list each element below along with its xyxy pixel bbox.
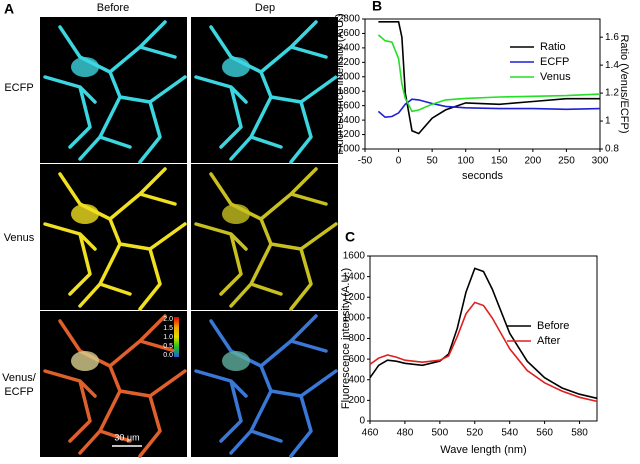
x-tick-label: 460: [362, 428, 379, 439]
y2-axis-title: Ratio (Venus/ECFP): [618, 34, 630, 133]
cell-body: [71, 204, 99, 224]
micrograph: [191, 17, 338, 164]
y-tick-label: 1000: [343, 313, 366, 324]
row-label: Venus: [4, 232, 35, 244]
y-axis-title: Fluorescence intensity (A.U.): [340, 268, 352, 409]
x-tick-label: 500: [432, 428, 449, 439]
column-label: Dep: [255, 2, 275, 14]
y-tick-label: 1800: [338, 86, 361, 97]
x-tick-label: 480: [397, 428, 414, 439]
y-tick-label: 400: [348, 374, 365, 385]
y2-tick-label: 1.4: [605, 60, 619, 71]
x-tick-label: -50: [358, 156, 373, 167]
panel-label: C: [345, 229, 355, 245]
dendrite: [194, 20, 338, 164]
image-background: [191, 311, 338, 457]
dendrite: [43, 20, 187, 164]
cell-body: [222, 57, 250, 77]
x-tick-label: 300: [592, 156, 609, 167]
y2-tick-label: 1.2: [605, 88, 619, 99]
y-tick-label: 1200: [338, 129, 361, 140]
panel-label: A: [4, 1, 14, 17]
colorbar-label: 0.0: [163, 352, 173, 359]
image-background: [40, 164, 187, 310]
dendrite: [43, 314, 187, 458]
y-tick-label: 2400: [338, 43, 361, 54]
x-axis-title: Wave length (nm): [440, 444, 526, 456]
y-tick-label: 2000: [338, 71, 361, 82]
x-tick-label: 150: [491, 156, 508, 167]
y-tick-label: 1200: [343, 292, 366, 303]
x-tick-label: 580: [571, 428, 588, 439]
colorbar-label: 2.0: [163, 316, 173, 323]
y-axis-title: Fluorescence intensity (A.U.): [334, 13, 346, 154]
series-line: [369, 301, 598, 403]
legend-label: Before: [537, 320, 569, 332]
y-tick-label: 0: [359, 416, 365, 427]
series-line: [377, 98, 601, 119]
colorbar-label: 1.5: [163, 325, 173, 332]
x-tick-label: 250: [558, 156, 575, 167]
y-tick-label: 2200: [338, 57, 361, 68]
y-tick-label: 1600: [343, 251, 366, 262]
x-axis-title: seconds: [462, 170, 503, 182]
row-label: ECFP: [4, 386, 33, 398]
row-label: ECFP: [4, 82, 33, 94]
colorbar: [174, 317, 179, 357]
y-tick-label: 1000: [338, 144, 361, 155]
y2-tick-label: 1: [605, 116, 611, 127]
dendrite: [43, 167, 187, 311]
legend-label: ECFP: [540, 56, 569, 68]
scale-bar-label: 30 μm: [114, 432, 139, 442]
micrograph: [191, 164, 338, 311]
dendrite: [194, 167, 338, 311]
y-tick-label: 2600: [338, 28, 361, 39]
image-background: [191, 164, 338, 310]
micrograph: [40, 164, 187, 311]
row-label: Venus/: [2, 372, 37, 384]
micrograph: [40, 17, 187, 164]
cell-body: [222, 204, 250, 224]
y-tick-label: 200: [348, 395, 365, 406]
x-tick-label: 100: [457, 156, 474, 167]
colorbar-label: 0.5: [163, 343, 173, 350]
y-tick-label: 1600: [338, 100, 361, 111]
y2-tick-label: 0.8: [605, 144, 619, 155]
x-tick-label: 200: [525, 156, 542, 167]
legend-label: Venus: [540, 71, 571, 83]
cell-body: [71, 351, 99, 371]
cell-body: [71, 57, 99, 77]
y-tick-label: 2800: [338, 14, 361, 25]
x-tick-label: 560: [536, 428, 553, 439]
micrograph: [191, 311, 338, 458]
y-tick-label: 600: [348, 354, 365, 365]
x-tick-label: 50: [427, 156, 439, 167]
y-tick-label: 800: [348, 333, 365, 344]
x-tick-label: 540: [501, 428, 518, 439]
legend-label: After: [537, 335, 561, 347]
series-line: [377, 34, 601, 113]
column-label: Before: [97, 2, 129, 14]
series-line: [369, 267, 598, 400]
y-tick-label: 1400: [338, 115, 361, 126]
panel-label: B: [372, 0, 382, 14]
series-line: [378, 21, 600, 135]
image-background: [40, 311, 187, 457]
plot-frame: [364, 18, 601, 150]
x-tick-label: 520: [466, 428, 483, 439]
y2-tick-label: 1.6: [605, 32, 619, 43]
legend-label: Ratio: [540, 41, 566, 53]
image-background: [191, 17, 338, 163]
micrograph: [40, 311, 187, 458]
colorbar-label: 1.0: [163, 334, 173, 341]
x-tick-label: 0: [396, 156, 402, 167]
dendrite: [194, 314, 338, 458]
y-tick-label: 1400: [343, 271, 366, 282]
image-background: [40, 17, 187, 163]
plot-frame: [369, 255, 598, 422]
cell-body: [222, 351, 250, 371]
